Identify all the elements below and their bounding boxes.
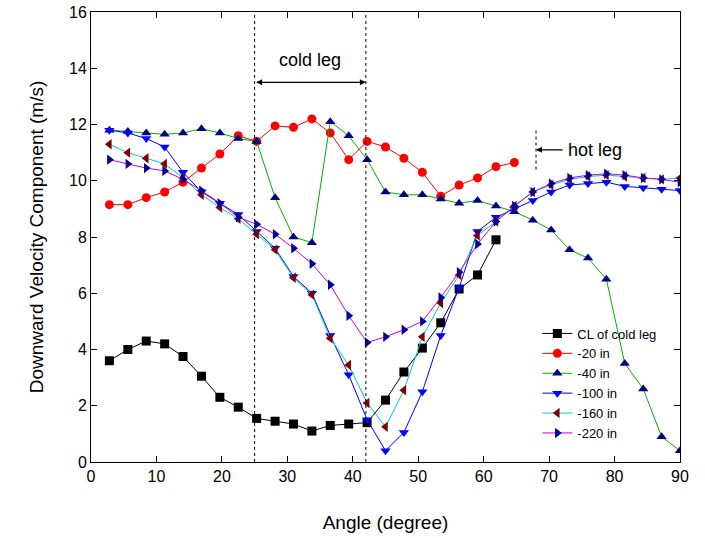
svg-text:2: 2: [78, 397, 87, 414]
svg-text:80: 80: [606, 468, 624, 485]
svg-text:4: 4: [78, 341, 87, 358]
svg-text:hot leg: hot leg: [568, 140, 622, 160]
svg-text:-100 in: -100 in: [577, 386, 617, 401]
svg-text:0: 0: [78, 454, 87, 471]
svg-text:6: 6: [78, 285, 87, 302]
svg-text:CL of cold leg: CL of cold leg: [577, 327, 656, 342]
svg-text:10: 10: [69, 172, 87, 189]
svg-text:14: 14: [69, 60, 87, 77]
svg-text:-20 in: -20 in: [577, 346, 610, 361]
svg-text:20: 20: [213, 468, 231, 485]
svg-text:-160 in: -160 in: [577, 406, 617, 421]
svg-text:-40 in: -40 in: [577, 366, 610, 381]
svg-text:0: 0: [87, 468, 96, 485]
svg-text:16: 16: [69, 4, 87, 21]
svg-text:40: 40: [344, 468, 362, 485]
svg-text:cold leg: cold leg: [279, 50, 341, 70]
svg-text:10: 10: [148, 468, 166, 485]
svg-text:30: 30: [278, 468, 296, 485]
svg-text:Downward Velocity Component (m: Downward Velocity Component (m/s): [26, 81, 47, 394]
svg-text:12: 12: [69, 116, 87, 133]
svg-text:Angle (degree): Angle (degree): [323, 512, 449, 533]
svg-text:8: 8: [78, 229, 87, 246]
svg-text:-220 in: -220 in: [577, 426, 617, 441]
svg-text:60: 60: [475, 468, 493, 485]
svg-text:90: 90: [671, 468, 689, 485]
svg-text:50: 50: [409, 468, 427, 485]
svg-text:70: 70: [540, 468, 558, 485]
